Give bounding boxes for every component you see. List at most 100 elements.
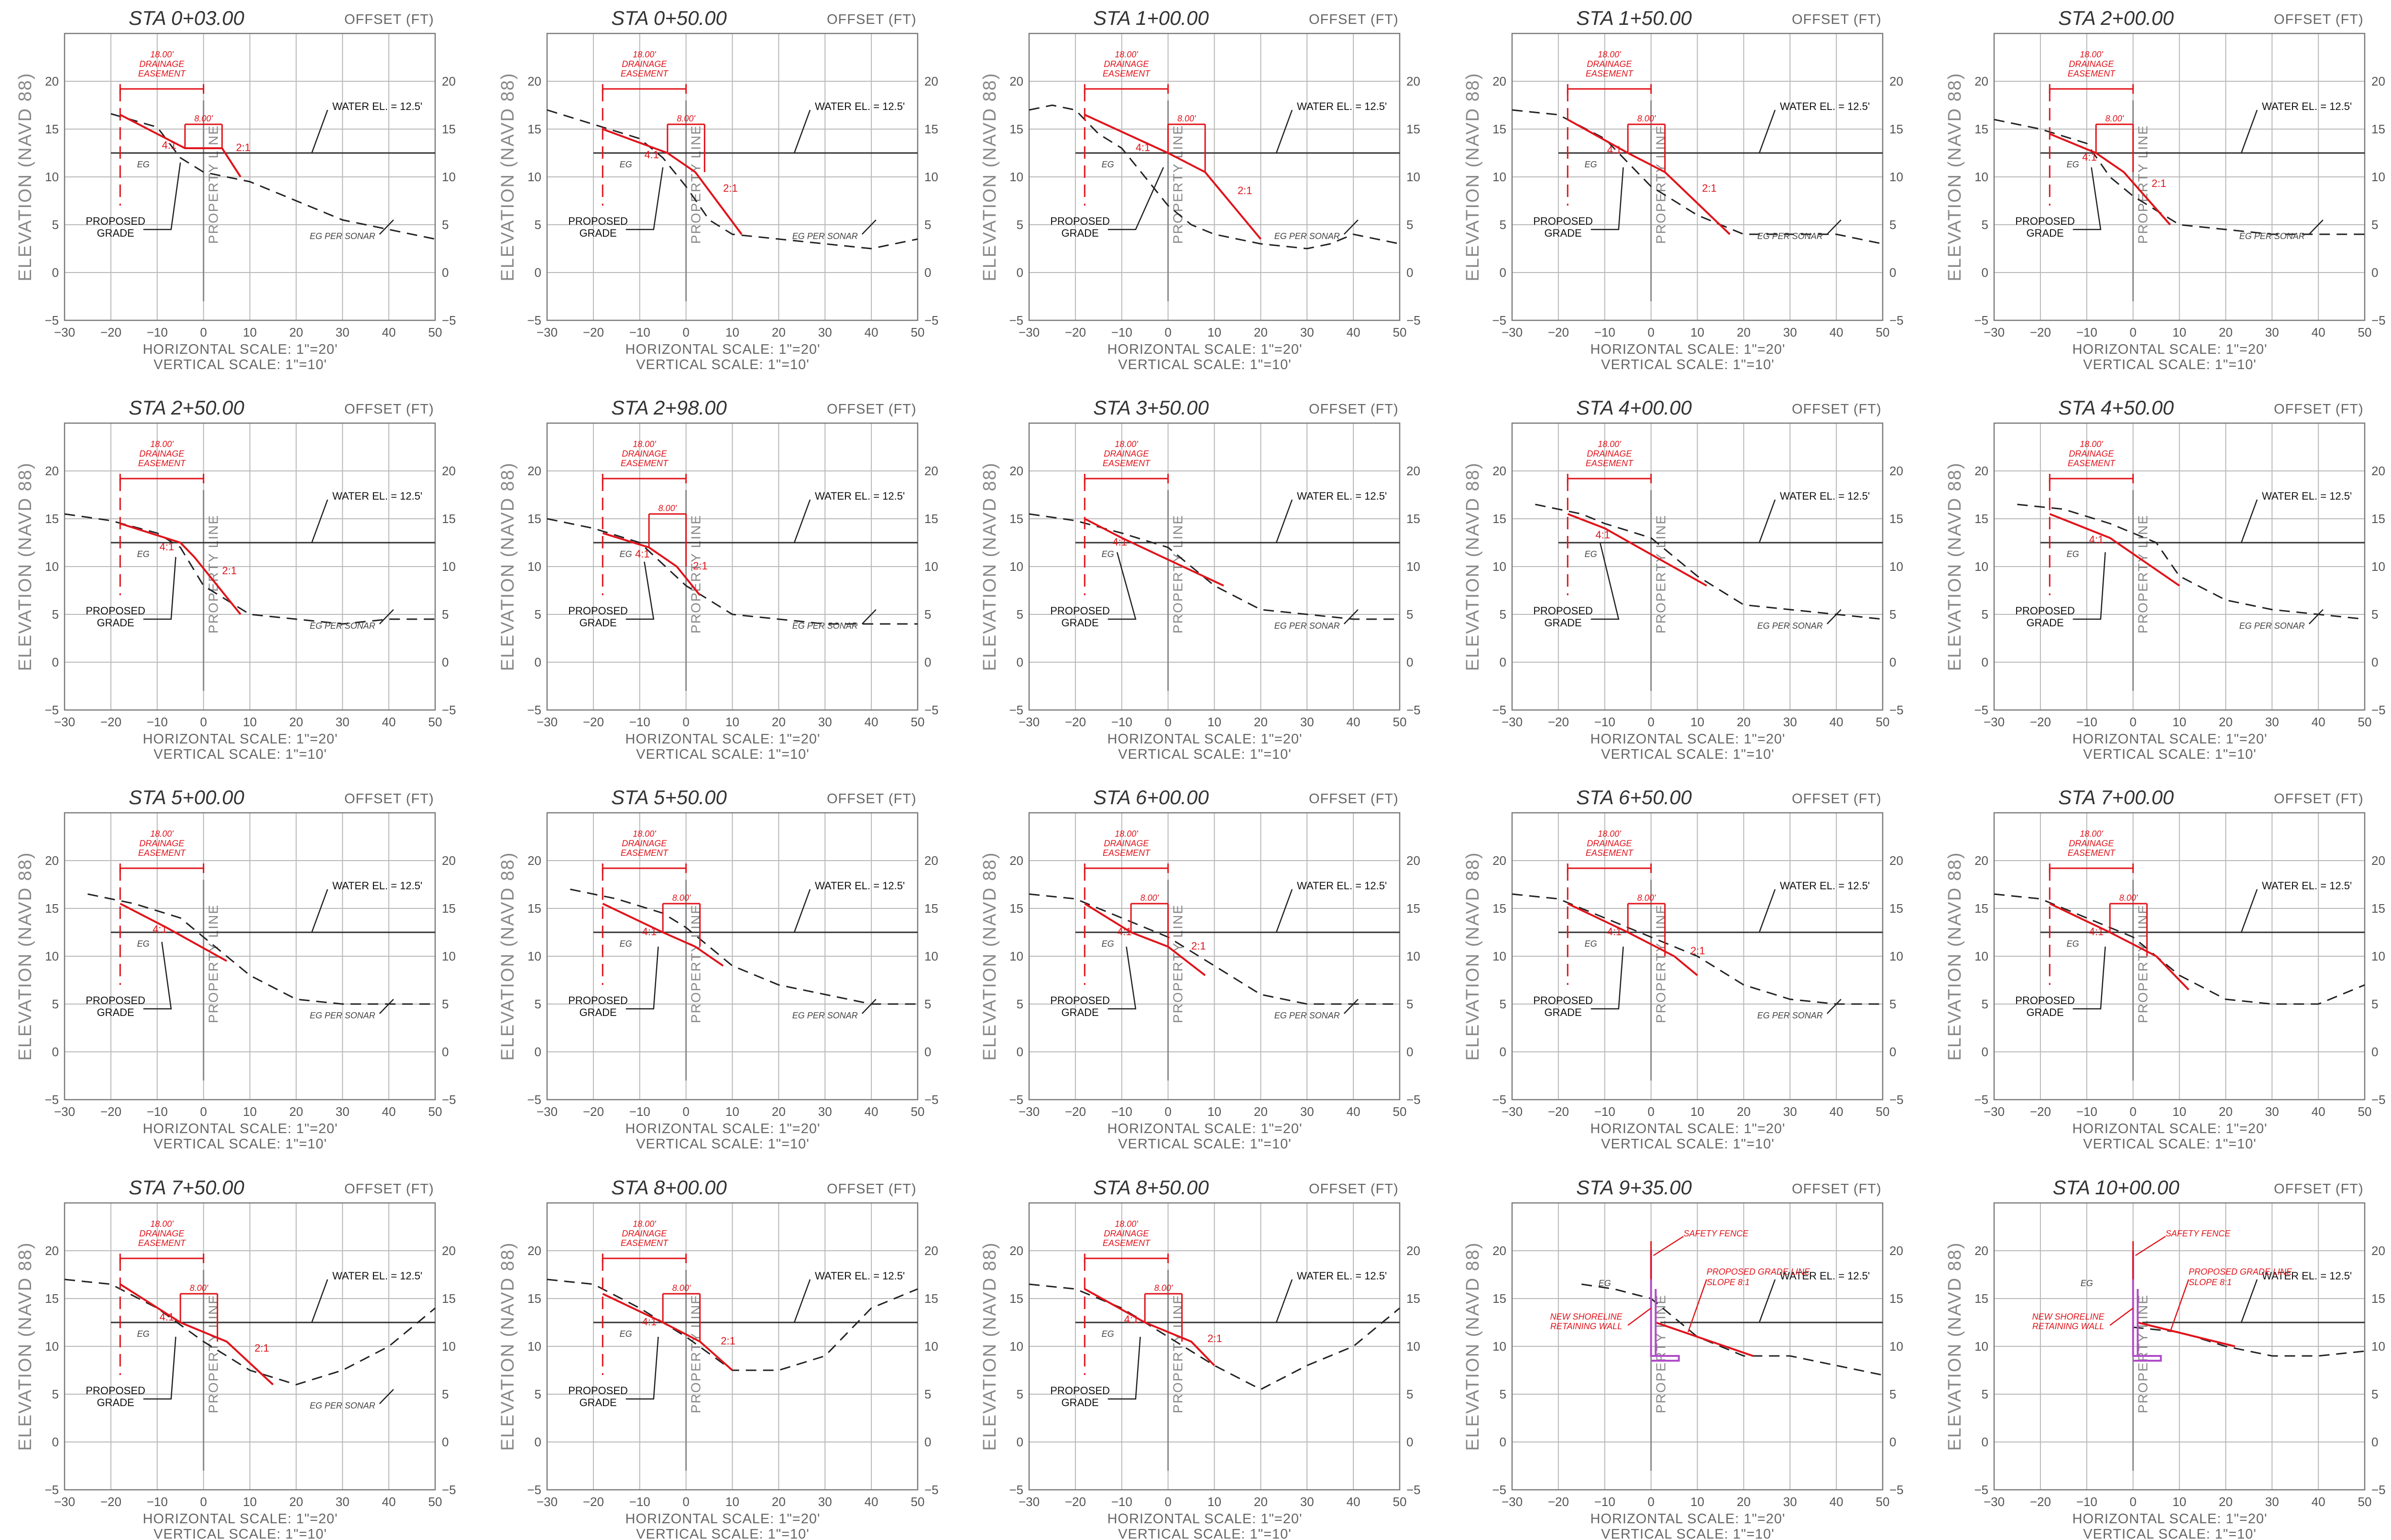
y-axis-label: ELEVATION (NAVD 88) (980, 462, 1000, 671)
x-tick-label: −20 (1548, 1495, 1569, 1509)
x-tick-label: 10 (243, 325, 257, 339)
x-tick-label: −10 (2076, 1495, 2097, 1509)
water-leader (1275, 499, 1293, 543)
eg-label: EG (1102, 160, 1114, 169)
x-tick-label: 50 (2358, 1495, 2372, 1509)
slope-label: 4:1 (160, 1311, 175, 1323)
easement-label: 18.00' (2080, 50, 2103, 59)
plot-frame (1028, 422, 1401, 711)
x-tick-label: −30 (1984, 1495, 2005, 1509)
y-tick-label-left: 0 (1017, 655, 1023, 669)
eg-sonar-leader (2308, 609, 2324, 624)
x-tick-label: 0 (1647, 715, 1654, 729)
proposed-grade-label: PROPOSED (1050, 605, 1110, 617)
existing-ground-line (1581, 1283, 1883, 1376)
horizontal-scale-note: HORIZONTAL SCALE: 1"=20' (625, 1121, 820, 1136)
y-tick-label-right: 15 (1406, 512, 1420, 526)
property-line-label: PROPERTY LINE (2136, 904, 2150, 1023)
eg-label: EG (137, 939, 150, 949)
x-tick-label: 20 (772, 1495, 786, 1509)
y-tick-label-right: 0 (442, 1045, 449, 1059)
y-tick-label-left: 0 (1982, 265, 1988, 280)
eg-sonar-leader (379, 219, 394, 235)
x-tick-label: 40 (382, 1104, 396, 1119)
y-tick-label-left: 15 (45, 901, 59, 916)
x-tick-label: −20 (583, 1104, 604, 1119)
bench-label: 8.00' (1637, 114, 1656, 123)
proposed-grade-label: PROPOSED (1533, 215, 1593, 227)
y-tick-label-left: 10 (1492, 1339, 1506, 1354)
section-9: STA 4+00.00 OFFSET (FT) −30 −20 −10 0 10 20 30 40… (1463, 396, 1904, 762)
slope-label: 4:1 (1607, 926, 1622, 938)
y-tick-label-right: 10 (924, 559, 938, 574)
horizontal-scale-note: HORIZONTAL SCALE: 1"=20' (1590, 732, 1785, 747)
eg-label: EG (620, 939, 632, 949)
x-tick-label: 10 (1690, 1495, 1704, 1509)
y-tick-label-left: 15 (1009, 512, 1023, 526)
y-tick-label-right: 20 (1406, 1244, 1420, 1258)
easement-label: DRAINAGE (622, 449, 667, 459)
x-tick-label: 30 (1783, 325, 1797, 339)
y-tick-label-left: 20 (1974, 74, 1988, 88)
offset-label: OFFSET (FT) (2274, 1181, 2364, 1197)
easement-label: 18.00' (633, 439, 656, 449)
water-leader (1758, 499, 1776, 543)
eg-sonar-leader (1826, 999, 1842, 1014)
water-leader (1758, 109, 1776, 153)
eg-sonar-leader (861, 999, 877, 1014)
y-tick-label-right: 10 (442, 1339, 456, 1354)
proposed-grade-label: PROPOSED (568, 215, 628, 227)
existing-ground-line (1512, 109, 1883, 245)
y-tick-label-right: 15 (924, 512, 938, 526)
y-tick-label-left: 20 (1974, 464, 1988, 478)
proposed-grade-line (1567, 119, 1731, 235)
plot-frame (1028, 812, 1401, 1101)
slope-label: 4:1 (644, 149, 659, 161)
proposed-grade-label: PROPOSED (1050, 994, 1110, 1006)
easement-label: EASEMENT (621, 1238, 669, 1248)
section-title: STA 4+00.00 (1576, 396, 1692, 419)
property-line-label: PROPERTY LINE (1171, 904, 1185, 1023)
x-tick-label: 10 (1207, 715, 1221, 729)
x-tick-label: −10 (1111, 715, 1132, 729)
y-tick-label-right: 15 (1889, 122, 1903, 136)
slope-label: 4:1 (162, 139, 176, 151)
existing-ground-line (64, 513, 435, 625)
proposed-grade-leader (1590, 946, 1624, 1010)
eg-label: EG (2067, 939, 2079, 949)
water-level-label: WATER EL. = 12.5' (1780, 490, 1870, 502)
eg-sonar-label: EG PER SONAR (2239, 621, 2305, 631)
slope-label: 4:1 (1595, 529, 1610, 541)
x-tick-label: 0 (1164, 325, 1171, 339)
y-tick-label-left: 0 (1982, 655, 1988, 669)
section-10: STA 4+50.00 OFFSET (FT) −30 −20 −10 0 10 20 30 40… (1945, 396, 2386, 762)
vertical-scale-note: VERTICAL SCALE: 1"=10' (1118, 1136, 1292, 1152)
x-tick-label: 0 (200, 1104, 207, 1119)
x-tick-label: 20 (1737, 325, 1751, 339)
eg-label: EG (1585, 160, 1597, 169)
y-tick-label-right: 10 (1406, 949, 1420, 963)
x-tick-label: 40 (2312, 1104, 2325, 1119)
y-tick-label-left: 5 (1982, 607, 1988, 622)
easement-label: DRAINAGE (622, 1229, 667, 1238)
x-tick-label: −30 (54, 715, 75, 729)
bench-label: 8.00' (194, 114, 213, 123)
x-tick-label: 0 (682, 325, 689, 339)
section-title: STA 1+50.00 (1576, 7, 1692, 29)
y-tick-label-right: 0 (2371, 265, 2378, 280)
x-tick-label: 10 (2172, 1495, 2186, 1509)
y-tick-label-right: −5 (442, 703, 456, 717)
property-line-label: PROPERTY LINE (206, 1294, 221, 1413)
x-tick-label: 50 (1876, 1495, 1890, 1509)
y-tick-label-left: 10 (1974, 170, 1988, 184)
slope-label: 2:1 (2151, 177, 2166, 189)
eg-sonar-label: EG PER SONAR (310, 621, 375, 631)
x-tick-label: −10 (629, 1495, 650, 1509)
section-title: STA 5+50.00 (611, 786, 727, 808)
offset-label: OFFSET (FT) (827, 791, 917, 807)
existing-ground-line (64, 1278, 436, 1386)
y-tick-label-left: 0 (535, 655, 541, 669)
y-tick-label-left: 0 (52, 1435, 59, 1449)
x-tick-label: 0 (200, 715, 207, 729)
